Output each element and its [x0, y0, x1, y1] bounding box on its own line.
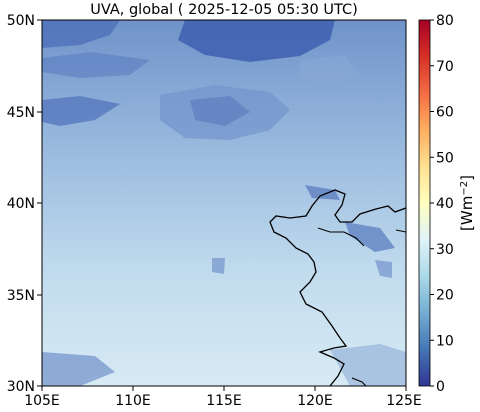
x-tick-label: 115E — [206, 393, 242, 409]
x-tick-label: 120E — [297, 393, 333, 409]
colorbar-gradient — [418, 19, 431, 387]
colorbar-tick-label: 80 — [436, 13, 454, 29]
y-tick-label: 30N — [7, 379, 35, 395]
x-tick-label: 105E — [24, 393, 60, 409]
colorbar-tick-label: 60 — [436, 105, 454, 121]
map-title: UVA, global ( 2025-12-05 05:30 UTC) — [90, 2, 358, 18]
colorbar-label: [Wm−2] — [458, 175, 476, 231]
y-tick-label: 45N — [7, 105, 35, 121]
colorbar: 0 10 20 30 40 50 60 70 80 [Wm−2] — [418, 13, 476, 395]
colorbar-tick-label: 40 — [436, 196, 454, 212]
coastline — [269, 189, 406, 386]
y-tick-label: 35N — [7, 288, 35, 304]
y-tick-label: 40N — [7, 196, 35, 212]
x-tick-label: 110E — [115, 393, 151, 409]
colorbar-tick-label: 20 — [436, 288, 454, 304]
y-axis: 30N 35N 40N 45N 50N — [7, 13, 42, 395]
y-tick-label: 50N — [7, 13, 35, 29]
x-axis: 105E 110E 115E 120E 125E — [24, 386, 422, 409]
colorbar-tick-label: 10 — [436, 333, 454, 349]
colorbar-tick-label: 0 — [436, 379, 445, 395]
colorbar-tick-label: 70 — [436, 59, 454, 75]
uva-field — [42, 20, 406, 386]
x-tick-label: 125E — [386, 393, 422, 409]
colorbar-tick-label: 50 — [436, 150, 454, 166]
colorbar-tick-label: 30 — [436, 242, 454, 258]
